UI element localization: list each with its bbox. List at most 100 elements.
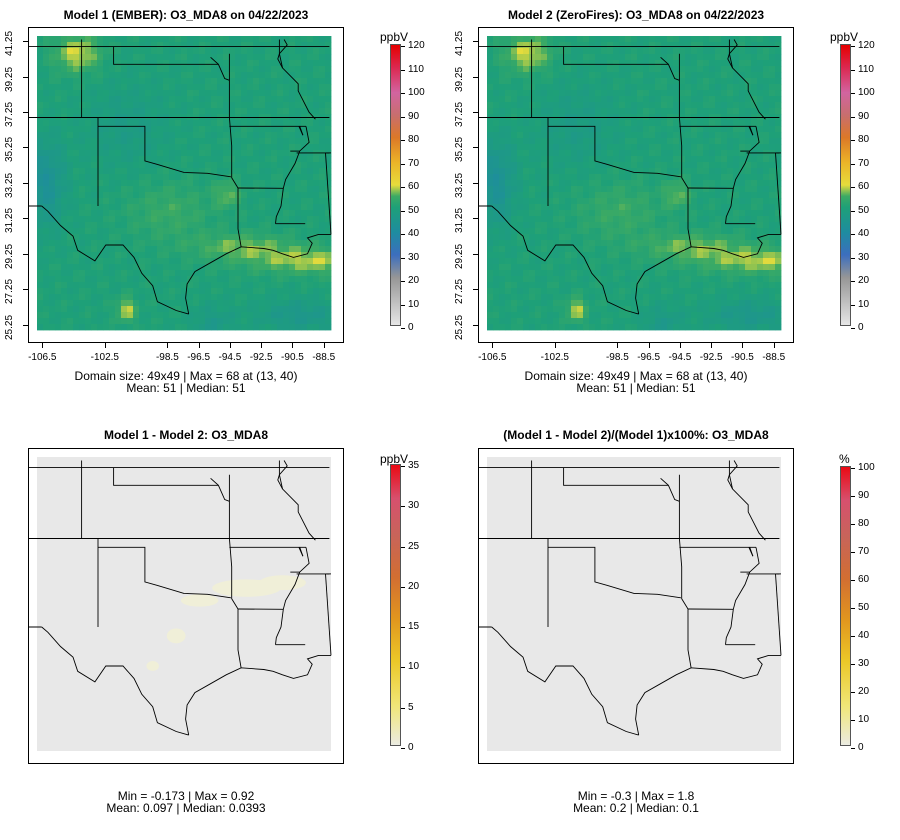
grid-cell — [487, 174, 494, 181]
grid-cell — [517, 54, 524, 61]
grid-cell — [769, 192, 776, 199]
grid-cell — [301, 120, 308, 127]
grid-cell — [319, 198, 326, 205]
grid-cell — [769, 270, 776, 277]
grid-cell — [37, 264, 44, 271]
grid-cell — [103, 120, 110, 127]
grid-cell — [55, 84, 62, 91]
grid-cell — [571, 300, 578, 307]
grid-cell — [583, 102, 590, 109]
grid-cell — [55, 300, 62, 307]
x-tick-label: -90.5 — [281, 352, 304, 363]
grid-cell — [649, 252, 656, 259]
grid-cell — [529, 264, 536, 271]
grid-cell — [211, 228, 218, 235]
grid-cell — [169, 126, 176, 133]
grid-cell — [49, 258, 56, 265]
grid-cell — [259, 198, 266, 205]
grid-cell — [571, 204, 578, 211]
grid-cell — [289, 288, 296, 295]
grid-cell — [553, 84, 560, 91]
grid-cell — [733, 264, 740, 271]
grid-cell — [733, 42, 740, 49]
grid-cell — [277, 108, 284, 115]
grid-cell — [109, 54, 116, 61]
grid-cell — [643, 186, 650, 193]
grid-cell — [691, 264, 698, 271]
grid-cell — [61, 72, 68, 79]
grid-cell — [523, 270, 530, 277]
grid-cell — [133, 60, 140, 67]
grid-cell — [697, 312, 704, 319]
grid-cell — [43, 258, 50, 265]
grid-cell — [553, 264, 560, 271]
grid-cell — [673, 252, 680, 259]
grid-cell — [37, 60, 44, 67]
grid-cell — [769, 36, 776, 43]
grid-cell — [775, 162, 782, 169]
grid-cell — [307, 108, 314, 115]
grid-cell — [235, 318, 242, 325]
grid-cell — [235, 282, 242, 289]
grid-cell — [661, 60, 668, 67]
grid-cell — [517, 204, 524, 211]
grid-cell — [169, 84, 176, 91]
grid-cell — [523, 324, 530, 331]
grid-cell — [697, 234, 704, 241]
y-tick-mark — [23, 41, 28, 43]
grid-cell — [733, 216, 740, 223]
grid-cell — [79, 234, 86, 241]
grid-cell — [151, 150, 158, 157]
grid-cell — [97, 138, 104, 145]
grid-cell — [631, 240, 638, 247]
grid-cell — [679, 318, 686, 325]
grid-cell — [265, 120, 272, 127]
grid-cell — [301, 162, 308, 169]
grid-cell — [607, 42, 614, 49]
grid-cell — [751, 258, 758, 265]
grid-cell — [175, 240, 182, 247]
grid-cell — [97, 126, 104, 133]
grid-cell — [169, 240, 176, 247]
grid-cell — [151, 264, 158, 271]
grid-cell — [541, 48, 548, 55]
grid-cell — [757, 180, 764, 187]
grid-cell — [283, 84, 290, 91]
grid-cell — [247, 78, 254, 85]
grid-cell — [211, 192, 218, 199]
grid-cell — [49, 60, 56, 67]
grid-cell — [685, 78, 692, 85]
grid-cell — [721, 150, 728, 157]
grid-cell — [235, 132, 242, 139]
grid-cell — [763, 156, 770, 163]
grid-cell — [109, 144, 116, 151]
grid-cell — [325, 174, 332, 181]
grid-cell — [715, 90, 722, 97]
grid-cell — [529, 318, 536, 325]
grid-cell — [607, 60, 614, 67]
grid-cell — [91, 168, 98, 175]
grid-cell — [757, 222, 764, 229]
grid-cell — [289, 204, 296, 211]
grid-cell — [199, 120, 206, 127]
grid-cell — [211, 120, 218, 127]
grid-cell — [175, 66, 182, 73]
grid-cell — [259, 42, 266, 49]
grid-cell — [43, 282, 50, 289]
grid-cell — [517, 306, 524, 313]
grid-cell — [139, 84, 146, 91]
grid-cell — [517, 90, 524, 97]
grid-cell — [187, 198, 194, 205]
grid-cell — [193, 78, 200, 85]
grid-cell — [127, 252, 134, 259]
grid-cell — [763, 48, 770, 55]
grid-cell — [523, 132, 530, 139]
grid-cell — [229, 204, 236, 211]
grid-cell — [601, 240, 608, 247]
grid-cell — [127, 186, 134, 193]
grid-cell — [607, 288, 614, 295]
grid-cell — [121, 132, 128, 139]
grid-cell — [535, 294, 542, 301]
grid-cell — [145, 54, 152, 61]
grid-cell — [667, 246, 674, 253]
